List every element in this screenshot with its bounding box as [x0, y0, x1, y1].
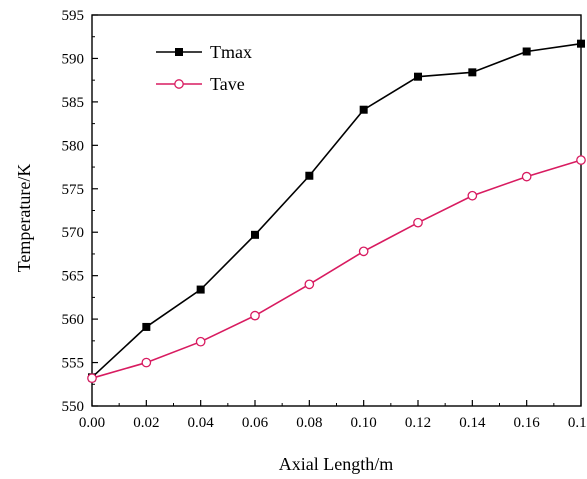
x-tick-label: 0.14	[459, 415, 486, 431]
y-tick-label: 575	[62, 182, 85, 198]
series-line-tave	[91, 159, 582, 379]
data-point	[250, 310, 260, 321]
data-point	[251, 230, 259, 239]
legend-item-tave: Tave	[156, 74, 245, 94]
legend-item-tmax: Tmax	[156, 42, 252, 62]
axes	[91, 14, 582, 407]
data-point	[521, 171, 532, 182]
y-axis-title: Temperature/K	[14, 164, 34, 273]
x-tick-label: 0.10	[351, 415, 377, 431]
x-tick-label: 0.02	[133, 415, 159, 431]
y-tick-label: 565	[62, 269, 85, 285]
data-point	[522, 47, 531, 56]
series-layer	[87, 39, 586, 384]
data-point	[142, 322, 151, 331]
plot-frame	[91, 14, 582, 407]
x-tick-label: 0.00	[79, 415, 105, 431]
data-point	[195, 336, 206, 347]
series-line-tmax	[91, 42, 582, 378]
x-tick-label: 0.04	[188, 415, 215, 431]
y-tick-label: 585	[62, 95, 85, 111]
data-point	[141, 357, 152, 368]
data-point	[359, 105, 368, 114]
data-point	[358, 246, 369, 257]
y-tick-label: 555	[62, 356, 85, 372]
data-point	[304, 279, 315, 290]
legend-marker	[175, 48, 183, 56]
legend: Tmax Tave	[156, 42, 252, 94]
series-tmax	[88, 39, 585, 382]
data-point	[196, 285, 205, 294]
y-tick-label: 580	[62, 138, 85, 154]
y-tick-label: 570	[62, 225, 85, 241]
data-point	[577, 39, 585, 48]
x-axis-title: Axial Length/m	[279, 454, 393, 474]
y-tick-label: 590	[62, 51, 85, 67]
x-tick-label: 0.18	[568, 415, 587, 431]
legend-label: Tave	[210, 74, 245, 94]
data-point	[413, 217, 423, 228]
data-point	[467, 190, 478, 201]
data-point	[305, 171, 314, 180]
y-tick-label: 595	[62, 8, 85, 24]
legend-marker	[174, 79, 184, 89]
y-tick-label: 550	[62, 399, 85, 415]
y-tick-label: 560	[62, 312, 85, 328]
x-tick-label: 0.12	[405, 415, 431, 431]
data-point	[468, 68, 477, 77]
data-point	[414, 72, 422, 81]
x-tick-label: 0.08	[296, 415, 322, 431]
x-tick-label: 0.16	[514, 415, 541, 431]
x-tick-label: 0.06	[242, 415, 269, 431]
data-point	[87, 373, 97, 384]
ticks: 0.00 0.02 0.04 0.06 0.08 0.10 0.12 0.14 0.16 0.18…	[62, 8, 587, 431]
series-tave	[87, 155, 586, 384]
data-point	[576, 155, 586, 165]
legend-label: Tmax	[210, 42, 252, 62]
